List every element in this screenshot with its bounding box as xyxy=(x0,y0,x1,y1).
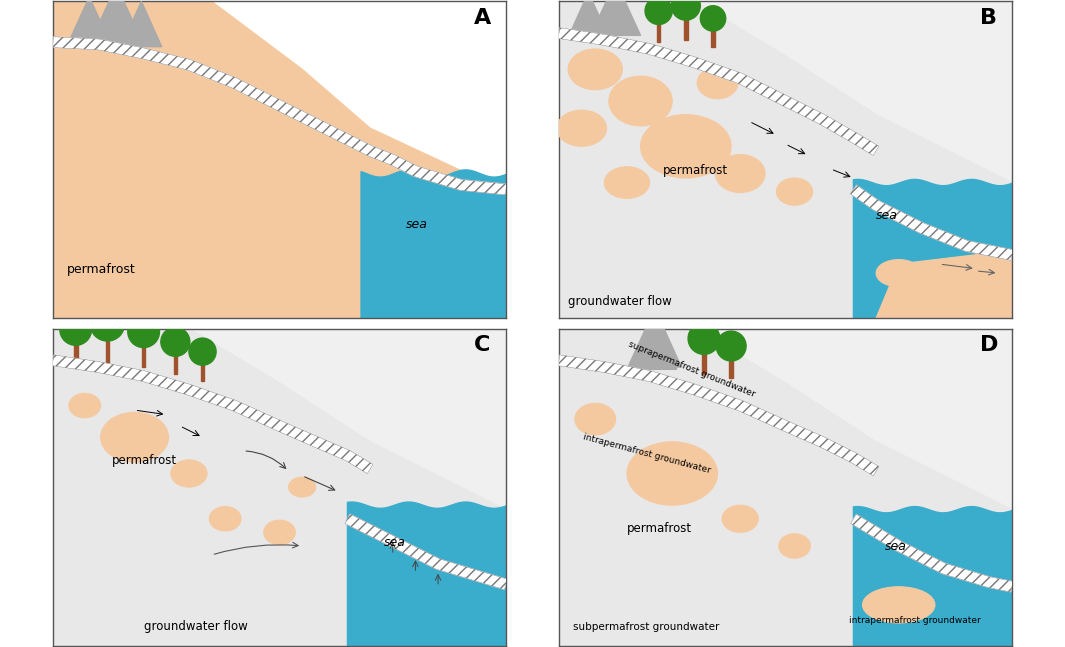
Text: permafrost: permafrost xyxy=(663,164,728,177)
Polygon shape xyxy=(53,1,506,318)
Polygon shape xyxy=(558,355,879,476)
Ellipse shape xyxy=(627,442,718,505)
Circle shape xyxy=(161,327,190,356)
Bar xyxy=(200,362,204,380)
Ellipse shape xyxy=(575,403,616,435)
Text: sea: sea xyxy=(407,218,428,231)
Polygon shape xyxy=(558,28,879,155)
Polygon shape xyxy=(640,322,682,367)
Polygon shape xyxy=(559,329,1012,646)
Text: intrapermafrost groundwater: intrapermafrost groundwater xyxy=(849,616,981,625)
Text: C: C xyxy=(474,335,491,355)
Bar xyxy=(142,344,146,367)
Polygon shape xyxy=(52,355,373,474)
Text: B: B xyxy=(980,8,997,28)
Polygon shape xyxy=(53,329,506,646)
Circle shape xyxy=(128,316,160,347)
Polygon shape xyxy=(851,514,1013,592)
Text: intrapermafrost groundwater: intrapermafrost groundwater xyxy=(581,433,711,476)
Polygon shape xyxy=(121,1,162,47)
Ellipse shape xyxy=(609,76,672,126)
Ellipse shape xyxy=(568,49,622,90)
Polygon shape xyxy=(850,185,1013,260)
Text: sea: sea xyxy=(885,540,907,553)
Bar xyxy=(684,17,688,40)
Polygon shape xyxy=(559,329,1012,646)
Polygon shape xyxy=(853,507,1012,646)
Ellipse shape xyxy=(557,110,607,146)
Polygon shape xyxy=(853,179,1012,318)
Polygon shape xyxy=(876,250,1012,318)
Polygon shape xyxy=(361,170,506,318)
Text: groundwater flow: groundwater flow xyxy=(144,620,247,633)
Text: sea: sea xyxy=(876,209,898,222)
Ellipse shape xyxy=(779,534,810,558)
Ellipse shape xyxy=(604,167,650,199)
Ellipse shape xyxy=(289,477,315,497)
Circle shape xyxy=(671,0,701,20)
Ellipse shape xyxy=(640,115,732,178)
Polygon shape xyxy=(559,1,1012,318)
Ellipse shape xyxy=(716,155,765,193)
Text: D: D xyxy=(980,335,999,355)
Bar xyxy=(730,358,733,378)
Text: suprapermafrost groundwater: suprapermafrost groundwater xyxy=(627,339,756,399)
Bar xyxy=(702,351,706,374)
Bar xyxy=(174,353,177,374)
Text: sea: sea xyxy=(383,536,406,549)
Text: permafrost: permafrost xyxy=(627,522,692,535)
Polygon shape xyxy=(53,37,507,195)
Ellipse shape xyxy=(69,393,100,418)
Polygon shape xyxy=(568,0,609,38)
Ellipse shape xyxy=(170,460,207,487)
Ellipse shape xyxy=(210,507,241,531)
Ellipse shape xyxy=(264,520,295,545)
Text: A: A xyxy=(474,8,492,28)
Text: groundwater flow: groundwater flow xyxy=(568,295,672,308)
Polygon shape xyxy=(559,1,1012,318)
Ellipse shape xyxy=(698,67,738,99)
Polygon shape xyxy=(53,329,506,646)
Polygon shape xyxy=(345,514,508,589)
Circle shape xyxy=(189,338,216,366)
Text: permafrost: permafrost xyxy=(67,263,135,276)
Circle shape xyxy=(645,0,672,25)
Polygon shape xyxy=(67,0,112,47)
Ellipse shape xyxy=(776,178,813,205)
Polygon shape xyxy=(347,502,506,646)
Bar xyxy=(711,28,715,47)
Bar xyxy=(105,338,110,362)
Bar xyxy=(73,342,78,365)
Polygon shape xyxy=(627,315,676,369)
Ellipse shape xyxy=(722,505,758,532)
Circle shape xyxy=(91,307,125,341)
Circle shape xyxy=(716,331,747,361)
Bar xyxy=(657,22,660,42)
Circle shape xyxy=(688,323,720,355)
Circle shape xyxy=(701,6,725,31)
Polygon shape xyxy=(89,0,144,45)
Ellipse shape xyxy=(100,412,168,462)
Ellipse shape xyxy=(863,587,935,623)
Polygon shape xyxy=(591,0,640,36)
Text: permafrost: permafrost xyxy=(112,454,177,467)
Text: subpermafrost groundwater: subpermafrost groundwater xyxy=(573,622,719,631)
Circle shape xyxy=(60,314,92,345)
Ellipse shape xyxy=(876,259,921,287)
